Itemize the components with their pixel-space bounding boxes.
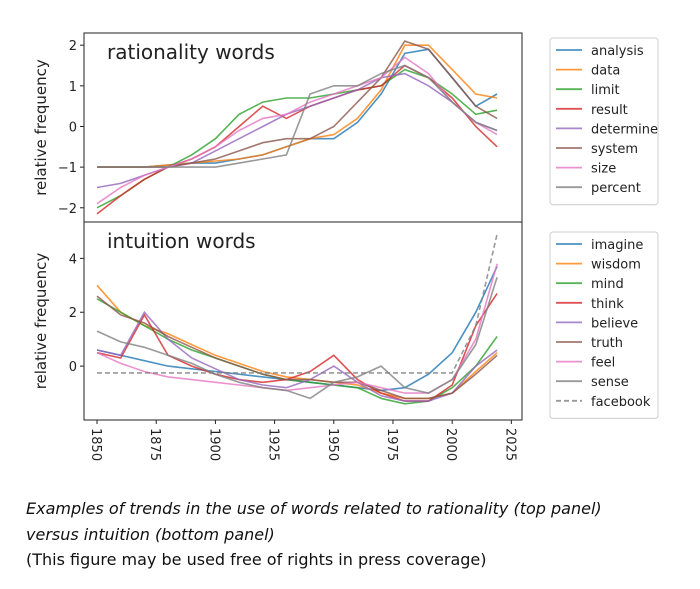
- series-line: [96, 276, 498, 400]
- x-tick-label: 1975: [384, 428, 399, 461]
- series-line: [96, 64, 498, 215]
- y-tick-label: 0: [69, 360, 77, 375]
- y-tick-label: −1: [58, 161, 77, 176]
- series-line: [96, 295, 498, 400]
- legend-label: facebook: [591, 395, 651, 410]
- legend-label: limit: [591, 83, 620, 98]
- y-axis-label: relative frequency: [32, 59, 50, 196]
- legend-label: mind: [591, 277, 624, 292]
- x-tick-label: 1850: [88, 428, 103, 461]
- caption-line: Examples of trends in the use of words r…: [26, 499, 602, 518]
- y-tick-label: 0: [69, 120, 77, 135]
- series-line: [96, 263, 498, 394]
- legend-label: truth: [591, 336, 623, 351]
- y-tick-label: 1: [69, 80, 77, 95]
- series-line: [96, 266, 498, 392]
- y-axis-label: relative frequency: [32, 253, 50, 390]
- legend-label: believe: [591, 316, 638, 331]
- legend-label: percent: [591, 181, 641, 196]
- series-line: [97, 44, 498, 168]
- legend-label: wisdom: [591, 258, 641, 273]
- legend-box: [549, 231, 659, 419]
- legend-label: determine: [591, 122, 658, 137]
- legend-label: result: [591, 103, 628, 118]
- legend-label: think: [591, 297, 624, 312]
- panel-title: intuition words: [107, 229, 256, 253]
- series-line: [97, 64, 498, 168]
- legend-label: size: [591, 162, 616, 177]
- x-tick-label: 1950: [325, 428, 340, 461]
- legend-label: feel: [591, 356, 615, 371]
- legend-label: data: [591, 64, 620, 79]
- legend-box: [549, 37, 659, 206]
- x-tick-label: 2000: [443, 428, 458, 461]
- series-line: [97, 233, 498, 374]
- y-tick-label: 2: [69, 306, 77, 321]
- panel-title: rationality words: [107, 40, 275, 64]
- x-tick-label: 2025: [502, 428, 517, 461]
- caption-line: versus intuition (bottom panel): [26, 525, 275, 544]
- legend-label: sense: [591, 375, 629, 390]
- x-tick-label: 1875: [147, 428, 162, 461]
- caption-line: (This figure may be used free of rights …: [26, 550, 486, 569]
- series-line: [96, 56, 498, 205]
- y-tick-label: −2: [58, 202, 77, 217]
- y-tick-label: 4: [69, 252, 77, 267]
- axes-frame: [83, 221, 523, 421]
- x-tick-label: 1900: [206, 428, 221, 461]
- y-tick-label: 2: [69, 39, 77, 54]
- legend-label: analysis: [591, 44, 644, 59]
- series-line: [96, 292, 498, 402]
- x-tick-label: 1925: [266, 428, 281, 461]
- legend-label: imagine: [591, 238, 643, 253]
- legend-label: system: [591, 142, 638, 157]
